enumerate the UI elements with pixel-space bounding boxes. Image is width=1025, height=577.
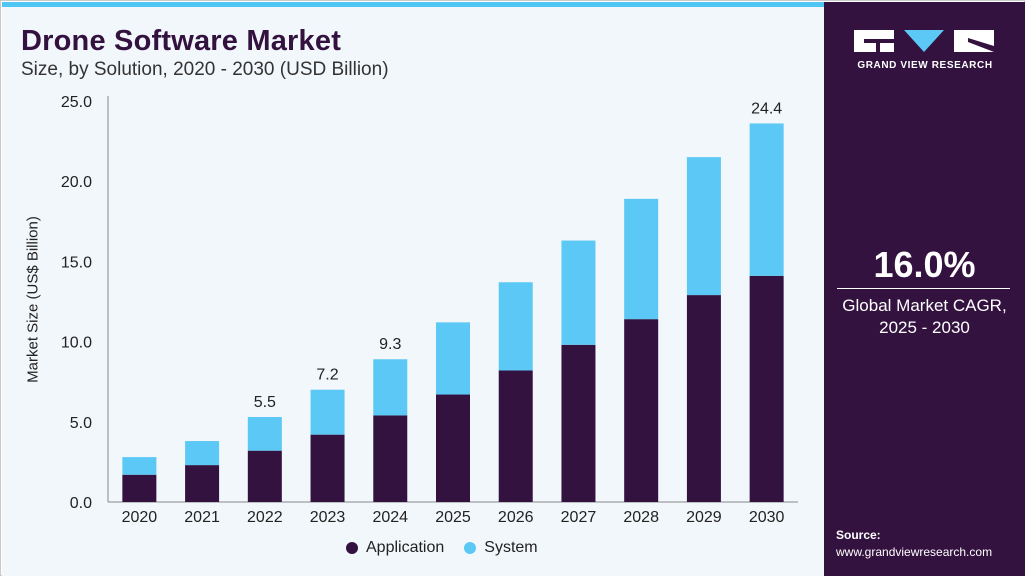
logo-text: GRAND VIEW RESEARCH — [857, 60, 993, 71]
logo-g-icon — [854, 30, 894, 52]
bar-system-2028 — [624, 198, 659, 320]
cagr-divider — [837, 288, 1010, 289]
bar-application-2030 — [749, 275, 784, 502]
bar-system-2023 — [310, 389, 345, 435]
y-tick-label: 20.0 — [61, 174, 92, 191]
bar-system-2027 — [561, 240, 596, 345]
bar-application-2026 — [498, 370, 533, 502]
legend-item-system: System — [464, 539, 538, 557]
bar-application-2025 — [436, 394, 470, 502]
chart-title: Drone Software Market — [21, 25, 342, 57]
y-tick-label: 25.0 — [61, 94, 92, 111]
legend-label-application: Application — [366, 539, 445, 556]
x-tick-label: 2020 — [122, 509, 158, 526]
data-label-2023: 7.2 — [316, 367, 338, 384]
bar-application-2027 — [561, 344, 596, 502]
legend-swatch-system — [464, 542, 477, 554]
bar-system-2030 — [749, 123, 784, 276]
stacked-bar-chart: 0.0 5.0 10.0 15.0 20.0 25.0 2020 2021 2022 2023 20… — [61, 94, 798, 526]
bar-system-2024 — [373, 359, 408, 416]
data-label-2022: 5.5 — [254, 394, 276, 411]
data-label-2024: 9.3 — [379, 336, 401, 353]
cagr-label: Global Market CAGR, 2025 - 2030 — [824, 295, 1025, 339]
bar-system-2021 — [185, 441, 220, 466]
x-tick-label: 2023 — [310, 509, 346, 526]
bar-application-2023 — [310, 434, 345, 502]
legend-swatch-application — [346, 542, 358, 554]
x-tick-label: 2027 — [561, 509, 597, 526]
logo-r-icon — [954, 30, 994, 52]
x-tick-label: 2026 — [498, 509, 534, 526]
x-tick-label: 2022 — [247, 509, 283, 526]
cagr-label-line2: 2025 - 2030 — [879, 318, 970, 337]
y-tick-label: 15.0 — [61, 254, 92, 271]
bar-application-2020 — [122, 474, 157, 502]
bar-system-2025 — [436, 322, 470, 395]
y-tick-label: 5.0 — [70, 415, 92, 432]
y-tick-label: 10.0 — [61, 335, 92, 352]
bar-application-2022 — [247, 450, 282, 502]
bar-application-2024 — [373, 415, 408, 502]
chart-legend: Application System — [346, 539, 558, 557]
chart-subtitle: Size, by Solution, 2020 - 2030 (USD Bill… — [21, 59, 389, 80]
y-tick-label: 0.0 — [70, 495, 92, 512]
source-label: Source: — [836, 528, 881, 542]
x-tick-label: 2028 — [623, 509, 659, 526]
cagr-label-line1: Global Market CAGR, — [842, 296, 1007, 315]
top-accent-bar — [2, 2, 824, 7]
bar-system-2020 — [122, 457, 157, 475]
x-tick-label: 2030 — [749, 509, 785, 526]
company-logo: GRAND VIEW RESEARCH — [854, 30, 996, 71]
bar-system-2026 — [498, 282, 533, 371]
bar-system-2022 — [247, 416, 282, 451]
sidebar-panel: GRAND VIEW RESEARCH 16.0% Global Market … — [824, 2, 1025, 576]
logo-v-icon — [904, 30, 944, 52]
source-url[interactable]: www.grandviewresearch.com — [836, 545, 993, 559]
x-tick-label: 2024 — [372, 509, 408, 526]
x-tick-label: 2025 — [435, 509, 471, 526]
bar-application-2021 — [185, 465, 220, 502]
legend-item-application: Application — [346, 539, 444, 557]
bar-application-2029 — [686, 295, 721, 502]
x-tick-label: 2021 — [184, 509, 220, 526]
bar-application-2028 — [624, 319, 659, 502]
x-tick-label: 2029 — [686, 509, 722, 526]
legend-label-system: System — [484, 539, 538, 556]
bar-system-2029 — [686, 157, 721, 296]
cagr-value: 16.0% — [873, 244, 976, 285]
data-label-2030: 24.4 — [751, 100, 782, 117]
logo-mark — [854, 30, 996, 52]
